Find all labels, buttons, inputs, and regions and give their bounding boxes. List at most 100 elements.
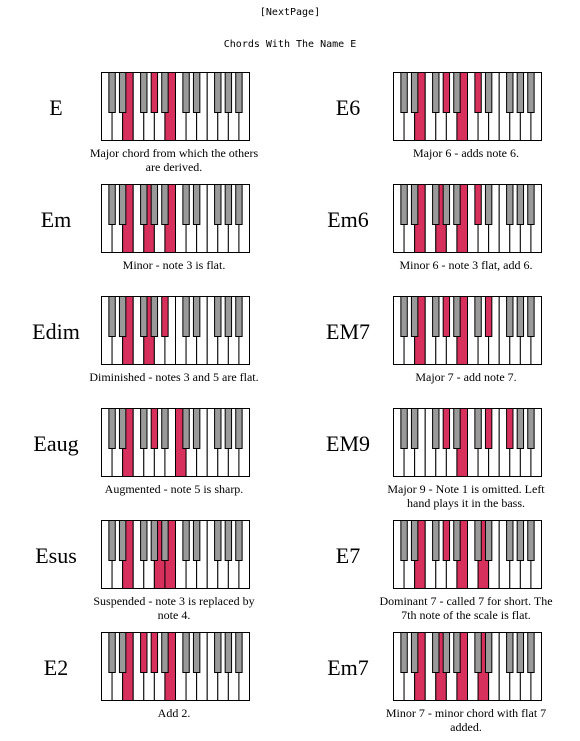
- black-key-gs4: [150, 632, 159, 673]
- black-key-cs5: [182, 632, 190, 673]
- black-key-cs5: [182, 408, 190, 449]
- black-key-as5: [235, 632, 243, 673]
- black-key-ds4: [410, 296, 419, 337]
- black-key-as4: [161, 296, 169, 337]
- keyboard-em: [101, 184, 250, 253]
- black-key-cs4: [108, 520, 116, 561]
- keyboard-em7: [393, 632, 542, 701]
- chord-description-em: Minor - note 3 is flat.: [122, 258, 226, 272]
- black-key-cs5: [182, 520, 190, 561]
- black-key-ds5: [484, 408, 493, 449]
- black-key-ds5: [484, 296, 493, 337]
- black-key-as4: [453, 72, 461, 113]
- black-key-fs4: [432, 408, 440, 449]
- black-key-fs4: [140, 72, 148, 113]
- black-key-ds4: [118, 184, 127, 225]
- black-key-ds4: [410, 520, 419, 561]
- black-key-fs4: [140, 520, 148, 561]
- black-key-ds5: [192, 408, 201, 449]
- black-key-gs4: [150, 72, 159, 113]
- black-key-fs5: [506, 520, 514, 561]
- black-key-gs4: [442, 184, 451, 225]
- chord-name-em: Em: [40, 207, 72, 232]
- black-key-ds5: [192, 184, 201, 225]
- keyboard-e7: [393, 520, 542, 589]
- black-key-cs4: [400, 184, 408, 225]
- black-key-gs5: [224, 72, 233, 113]
- black-key-gs4: [150, 520, 159, 561]
- black-key-gs5: [516, 520, 525, 561]
- black-key-ds4: [118, 408, 127, 449]
- black-key-fs5: [214, 72, 222, 113]
- black-key-fs4: [432, 520, 440, 561]
- black-key-gs5: [224, 520, 233, 561]
- black-key-fs4: [140, 408, 148, 449]
- black-key-cs4: [400, 408, 408, 449]
- black-key-cs4: [108, 632, 116, 673]
- chord-description-em6: Minor 6 - note 3 flat, add 6.: [399, 258, 533, 272]
- chord-description-e6: Major 6 - adds note 6.: [413, 146, 519, 160]
- black-key-cs4: [400, 520, 408, 561]
- keyboard-eaug: [101, 408, 250, 477]
- black-key-cs5: [474, 632, 482, 673]
- black-key-as5: [527, 184, 535, 225]
- black-key-as5: [527, 632, 535, 673]
- keyboard-em7: [393, 296, 542, 365]
- black-key-as4: [161, 520, 169, 561]
- chord-description-em7: Minor 7 - minor chord with flat 7 added.: [385, 706, 547, 734]
- black-key-fs4: [432, 184, 440, 225]
- black-key-cs4: [108, 296, 116, 337]
- black-key-ds5: [192, 296, 201, 337]
- black-key-ds4: [118, 632, 127, 673]
- black-key-cs5: [182, 72, 190, 113]
- chord-name-em6: Em6: [327, 207, 369, 232]
- black-key-cs4: [108, 408, 116, 449]
- keyboard-e2: [101, 632, 250, 701]
- black-key-fs5: [214, 296, 222, 337]
- black-key-fs5: [506, 72, 514, 113]
- black-key-gs5: [224, 184, 233, 225]
- chord-description-esus: Suspended - note 3 is replaced by note 4…: [93, 594, 255, 622]
- black-key-gs4: [150, 296, 159, 337]
- black-key-gs5: [516, 632, 525, 673]
- black-key-ds5: [192, 72, 201, 113]
- keyboard-edim: [101, 296, 250, 365]
- black-key-fs5: [506, 408, 514, 449]
- black-key-ds4: [410, 408, 419, 449]
- next-page-link[interactable]: [NextPage]: [259, 7, 321, 18]
- chord-name-e6: E6: [335, 95, 361, 120]
- black-key-fs5: [214, 184, 222, 225]
- chord-name-esus: Esus: [35, 543, 77, 568]
- black-key-ds5: [192, 520, 201, 561]
- black-key-gs5: [224, 632, 233, 673]
- black-key-ds4: [410, 184, 419, 225]
- chord-name-e2: E2: [43, 655, 69, 680]
- black-key-ds4: [410, 632, 419, 673]
- black-key-as5: [527, 520, 535, 561]
- black-key-as4: [453, 520, 461, 561]
- keyboard-em6: [393, 184, 542, 253]
- black-key-as5: [527, 296, 535, 337]
- keyboard-esus: [101, 520, 250, 589]
- black-key-as4: [161, 408, 169, 449]
- black-key-fs5: [214, 632, 222, 673]
- black-key-ds4: [118, 296, 127, 337]
- black-key-as4: [453, 632, 461, 673]
- black-key-as5: [527, 72, 535, 113]
- black-key-fs5: [214, 520, 222, 561]
- black-key-gs4: [442, 408, 451, 449]
- black-key-ds4: [118, 72, 127, 113]
- chord-name-e: E: [49, 95, 63, 120]
- black-key-gs4: [150, 408, 159, 449]
- black-key-as5: [235, 72, 243, 113]
- chord-description-e2: Add 2.: [157, 706, 191, 720]
- black-key-gs5: [224, 296, 233, 337]
- black-key-as4: [453, 408, 461, 449]
- chord-description-em7: Major 7 - add note 7.: [415, 370, 517, 384]
- black-key-gs4: [442, 296, 451, 337]
- keyboard-em9: [393, 408, 542, 477]
- black-key-as4: [161, 184, 169, 225]
- chord-name-eaug: Eaug: [33, 431, 79, 456]
- black-key-cs5: [474, 296, 482, 337]
- black-key-cs4: [108, 184, 116, 225]
